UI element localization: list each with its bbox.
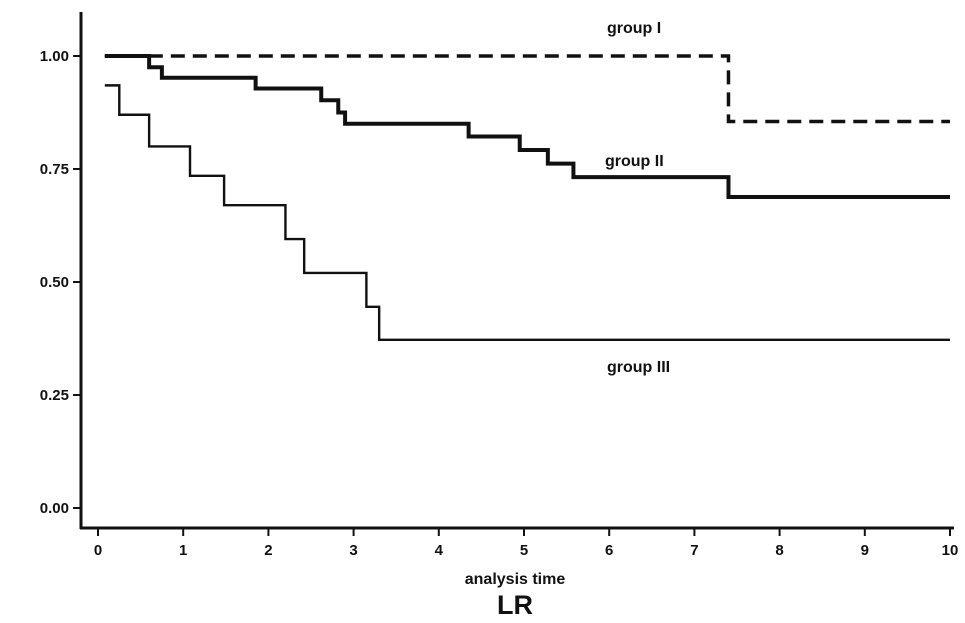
series-label-group-iii: group III <box>607 359 670 376</box>
labels-layer: group I group II group III analysis time… <box>465 20 670 620</box>
x-axis-label: analysis time <box>465 571 566 588</box>
series-line-group-iii <box>104 84 950 342</box>
x-tick-label: 0 <box>94 542 102 559</box>
series-label-group-i: group I <box>607 20 661 37</box>
x-tick-label: 9 <box>861 542 869 559</box>
series-line-group-ii <box>104 54 950 200</box>
x-tick-label: 2 <box>264 542 272 559</box>
x-tick-label: 5 <box>520 542 528 559</box>
x-tick-label: 4 <box>435 542 444 559</box>
x-ticks: 0 1 2 3 4 5 6 7 8 9 10 <box>94 528 959 559</box>
x-tick-label: 8 <box>775 542 783 559</box>
x-tick-label: 7 <box>690 542 698 559</box>
y-tick-label: 0.00 <box>40 500 69 517</box>
x-tick-label: 6 <box>605 542 613 559</box>
y-ticks: 0.00 0.25 0.50 0.75 1.00 <box>40 48 81 517</box>
y-tick-label: 0.50 <box>40 274 69 291</box>
chart-title: LR <box>497 590 533 620</box>
x-tick-label: 1 <box>179 542 187 559</box>
axes: 0.00 0.25 0.50 0.75 1.00 0 1 2 3 4 5 6 7 8 9 10 <box>40 12 959 559</box>
series-layer <box>104 54 950 342</box>
x-tick-label: 3 <box>349 542 357 559</box>
y-tick-label: 0.25 <box>40 387 69 404</box>
x-tick-label: 10 <box>942 542 959 559</box>
series-line-group-i <box>104 54 950 124</box>
series-label-group-ii: group II <box>605 153 664 170</box>
y-tick-label: 0.75 <box>40 161 69 178</box>
y-tick-label: 1.00 <box>40 48 69 65</box>
